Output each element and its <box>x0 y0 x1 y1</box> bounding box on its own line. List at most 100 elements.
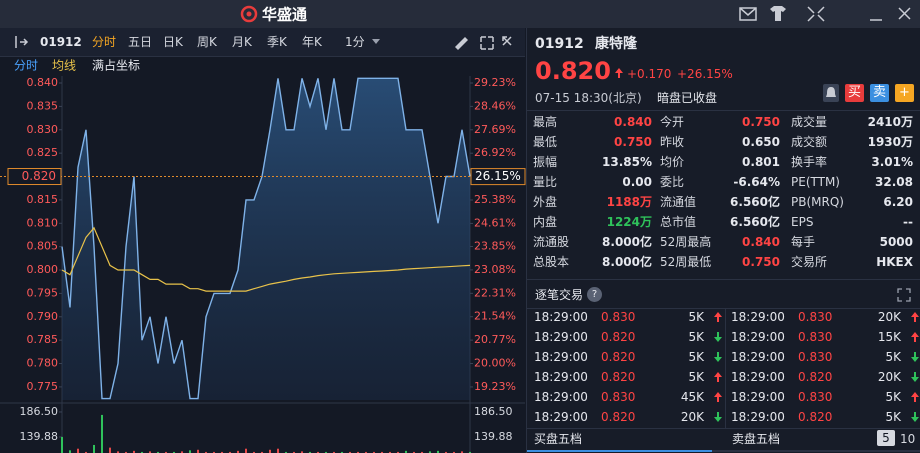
volume-bar <box>397 451 399 453</box>
price-area <box>62 78 470 401</box>
trade-button[interactable]: 卖 <box>870 84 889 102</box>
y2-tick-label: 19.23% <box>474 380 516 393</box>
trade-time: 18:29:00 <box>534 410 588 424</box>
period-tab[interactable]: 季K <box>267 35 287 49</box>
depth-option[interactable]: 5 <box>877 430 895 446</box>
stat-value: 0.00 <box>622 175 652 189</box>
y-tick-label: 0.815 <box>27 193 59 206</box>
y2-tick-label: 20.77% <box>474 333 516 346</box>
volume-bar <box>421 451 423 453</box>
depth-option[interactable]: 10 <box>900 432 916 446</box>
y2-tick-label: 24.61% <box>474 216 516 229</box>
y2-tick-label: 21.54% <box>474 310 516 323</box>
period-tab[interactable]: 1分 <box>345 35 365 49</box>
price-up-icon <box>615 68 623 78</box>
expand-path <box>897 288 911 302</box>
tab-underline <box>527 450 712 452</box>
draw-icon[interactable] <box>455 37 468 50</box>
skin-icon[interactable] <box>770 6 786 21</box>
stat-value: 2410万 <box>867 115 913 129</box>
fullscreen-icon[interactable] <box>480 36 494 50</box>
trade-button[interactable]: 买 <box>845 84 864 102</box>
trade-direction <box>911 392 919 402</box>
volume-bar <box>245 448 247 453</box>
volume-tick-label-right: 186.50 <box>474 405 513 418</box>
volume-bar <box>181 451 183 453</box>
help-icon[interactable]: ? <box>587 287 602 302</box>
quote-time: 07-15 18:30(北京) <box>535 91 642 105</box>
stat-label: 昨收 <box>660 135 685 149</box>
period-tab[interactable]: 年K <box>302 35 322 49</box>
y2-tick-label: 23.85% <box>474 240 516 253</box>
mail-icon[interactable] <box>739 7 757 21</box>
trade-direction <box>911 412 919 422</box>
popout-icon[interactable] <box>502 36 512 46</box>
legend-entry: 均线 <box>52 59 76 73</box>
column-divider <box>725 308 726 428</box>
logo-icon <box>240 5 258 23</box>
stat-label: 成交额 <box>791 135 828 149</box>
trade-price: 0.820 <box>601 410 636 424</box>
stat-label: 最高 <box>533 115 558 129</box>
period-tab[interactable]: 分时 <box>92 35 117 49</box>
trade-price: 0.830 <box>798 390 833 404</box>
period-tab[interactable]: 五日 <box>128 35 153 49</box>
top-bar-icons: 华盛通 <box>240 5 911 24</box>
volume-bar <box>61 436 63 453</box>
trade-direction <box>714 392 722 402</box>
stat-label: 每手 <box>791 235 816 249</box>
quote-code: 01912 <box>535 36 584 52</box>
mail-icon-flap <box>739 7 757 16</box>
trade-volume: 20K <box>680 410 704 424</box>
trade-price: 0.830 <box>798 330 833 344</box>
divider <box>527 428 920 429</box>
stat-value: 6.560亿 <box>730 195 780 209</box>
y-tick-label: 0.825 <box>27 146 59 159</box>
volume-bar <box>373 451 375 453</box>
volume-tick-label: 139.88 <box>20 430 59 443</box>
stat-label: EPS <box>791 215 814 229</box>
volume-bar <box>261 451 263 453</box>
period-tab[interactable]: 周K <box>197 35 217 49</box>
volume-bar <box>429 451 431 453</box>
trade-button[interactable]: + <box>895 84 914 102</box>
shrink-icon[interactable] <box>807 6 825 22</box>
stat-value: HKEX <box>876 255 913 269</box>
trade-price: 0.830 <box>798 310 833 324</box>
stat-value: 0.650 <box>742 135 780 149</box>
volume-bar <box>445 451 447 453</box>
trade-time: 18:29:00 <box>534 390 588 404</box>
trade-direction <box>714 412 722 422</box>
stat-value: 0.840 <box>614 115 652 129</box>
expand-icon <box>897 288 911 302</box>
period-tab[interactable]: 月K <box>232 35 252 49</box>
volume-tick-label-right: 139.88 <box>474 430 513 443</box>
order-tab[interactable]: 买盘五档 <box>534 432 583 446</box>
order-tab[interactable]: 卖盘五档 <box>732 432 781 446</box>
y2-tick-label: 20.00% <box>474 357 516 370</box>
trade-price: 0.820 <box>601 350 636 364</box>
stat-label: 成交量 <box>791 115 828 129</box>
dropdown-icon <box>372 39 380 44</box>
volume-tick-label: 186.50 <box>20 405 59 418</box>
trade-time: 18:29:00 <box>534 310 588 324</box>
stat-label: 委比 <box>660 175 685 189</box>
period-tab[interactable]: 日K <box>163 35 183 49</box>
close-icon[interactable] <box>898 7 911 20</box>
volume-bar <box>189 450 191 453</box>
down-arrow <box>714 332 722 342</box>
stat-label: 量比 <box>533 175 558 189</box>
volume-bar <box>237 450 239 453</box>
collapse-icon[interactable] <box>15 36 29 48</box>
stat-label: 流通值 <box>660 195 697 209</box>
stat-label: 总市值 <box>660 215 697 229</box>
quote-change-pct: +26.15% <box>677 67 733 81</box>
y-tick-label: 0.780 <box>27 357 59 370</box>
volume-bar <box>157 451 159 453</box>
volume-bar <box>453 451 455 453</box>
stat-label: 今开 <box>660 115 685 129</box>
volume-bar <box>133 450 135 453</box>
alert-icon <box>823 84 839 102</box>
trade-volume: 5K <box>688 310 704 324</box>
volume-bar <box>109 447 111 453</box>
